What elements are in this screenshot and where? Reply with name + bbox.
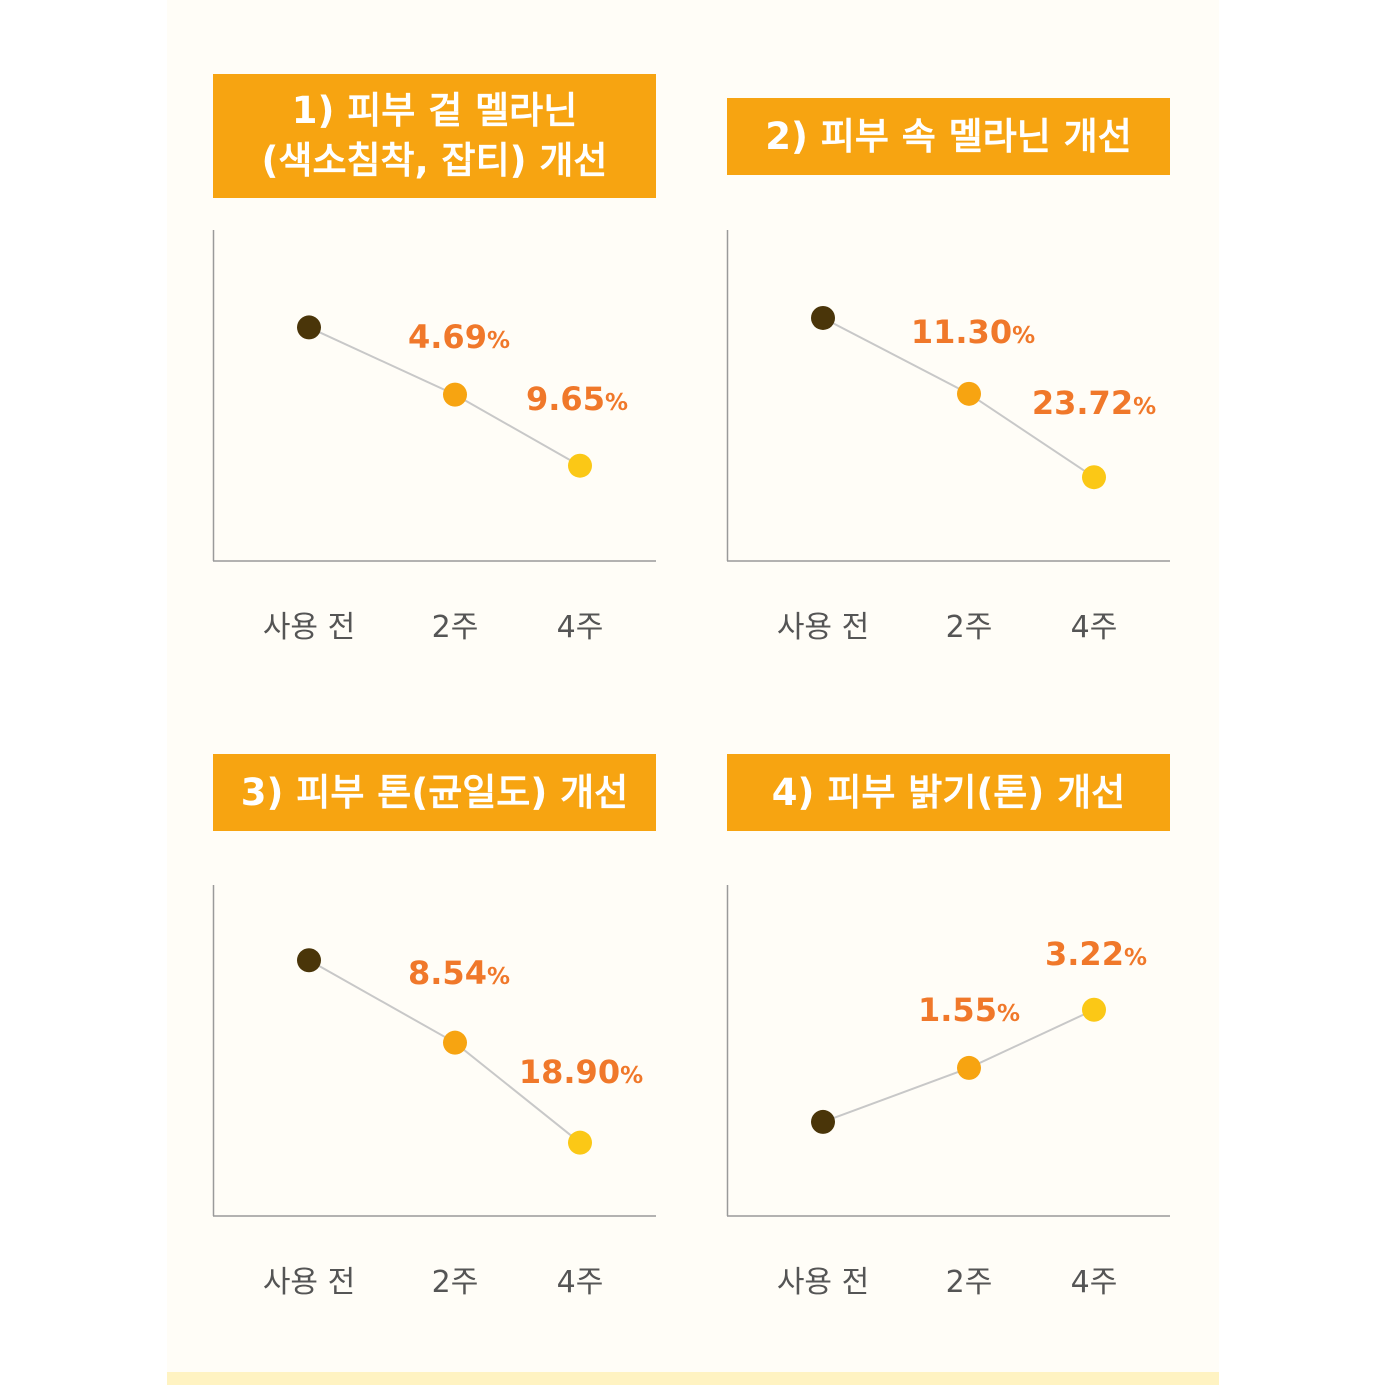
x-tick-label: 4주: [556, 610, 604, 645]
data-point-1: [811, 1109, 835, 1134]
data-label-2: 8.54%: [408, 953, 510, 992]
chart-3-plot: [212, 885, 656, 1217]
x-tick-label: 사용 전: [262, 610, 356, 645]
chart-4-title-box: 4) 피부 밝기(톤) 개선: [727, 754, 1170, 831]
chart-2-title: 2) 피부 속 멜라닌 개선: [765, 114, 1132, 158]
bottom-band: [167, 1372, 1219, 1385]
chart-1-plot: [212, 230, 656, 562]
data-label-3: 3.22%: [1045, 934, 1147, 973]
data-label-2: 4.69%: [408, 317, 510, 356]
x-tick-label: 2주: [945, 1265, 993, 1300]
data-point-2: [957, 381, 981, 406]
data-point-3: [1082, 997, 1106, 1022]
x-tick-label: 사용 전: [776, 1265, 870, 1300]
x-tick-label: 2주: [431, 1265, 479, 1300]
chart-4-title: 4) 피부 밝기(톤) 개선: [771, 770, 1126, 814]
data-label-2: 1.55%: [918, 990, 1020, 1029]
data-label-3: 9.65%: [526, 379, 628, 418]
x-tick-label: 사용 전: [262, 1265, 356, 1300]
data-point-1: [297, 948, 321, 973]
chart-3-title: 3) 피부 톤(균일도) 개선: [240, 770, 629, 814]
data-point-1: [811, 305, 835, 330]
x-tick-label: 사용 전: [776, 610, 870, 645]
data-point-1: [297, 315, 321, 340]
chart-2-plot: [726, 230, 1170, 562]
data-point-2: [443, 1030, 467, 1055]
chart-2-title-box: 2) 피부 속 멜라닌 개선: [727, 98, 1170, 175]
x-tick-label: 4주: [1070, 610, 1118, 645]
x-tick-label: 4주: [1070, 1265, 1118, 1300]
data-point-3: [568, 1130, 592, 1155]
data-label-3: 18.90%: [518, 1052, 644, 1091]
data-point-2: [443, 382, 467, 407]
data-label-3: 23.72%: [1031, 384, 1157, 423]
chart-3-title-box: 3) 피부 톤(균일도) 개선: [213, 754, 656, 831]
chart-4-plot: [726, 885, 1170, 1217]
x-tick-label: 2주: [945, 610, 993, 645]
infographic-panel: [167, 0, 1219, 1385]
data-point-2: [957, 1055, 981, 1080]
data-point-3: [1082, 465, 1106, 490]
x-tick-label: 2주: [431, 610, 479, 645]
x-tick-label: 4주: [556, 1265, 604, 1300]
data-point-3: [568, 453, 592, 478]
chart-1-title: 1) 피부 겉 멜라닌 (색소침착, 잡티) 개선: [261, 89, 608, 182]
chart-1-title-box: 1) 피부 겉 멜라닌 (색소침착, 잡티) 개선: [213, 74, 656, 198]
data-label-2: 11.30%: [910, 312, 1036, 351]
